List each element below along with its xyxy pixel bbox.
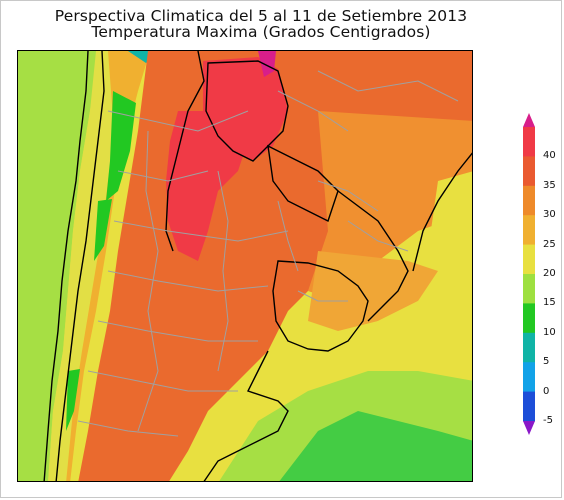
legend-color-segment: [523, 215, 535, 246]
east-orange-band: [308, 251, 438, 331]
legend-colorbar: [523, 113, 535, 435]
southeast-green-zone: [279, 411, 472, 481]
province-line: [77, 420, 179, 437]
province-line: [87, 370, 238, 392]
legend-color-segment: [523, 391, 535, 422]
map-canvas: [18, 51, 472, 481]
province-line: [347, 220, 409, 252]
legend-color-segment: [523, 274, 535, 304]
legend-color-segment: [523, 303, 535, 334]
legend-color-segment: [523, 332, 535, 363]
province-line: [107, 270, 269, 292]
legend-color-segment: [523, 127, 535, 157]
province-line: [107, 110, 249, 132]
andes-green-band-mid: [94, 199, 112, 261]
province-line: [97, 320, 258, 342]
province-line: [317, 180, 379, 212]
legend-tick-label: 25: [543, 238, 556, 250]
province-line: [297, 290, 348, 302]
west-orange-edge: [66, 51, 150, 481]
legend-tick-label: 5: [543, 356, 550, 368]
legend-color-segment: [523, 156, 535, 187]
legend-tick-label: 30: [543, 209, 556, 221]
andes-border-line: [55, 51, 105, 481]
map-subtitle: Temperatura Maxima (Grados Centigrados): [91, 23, 431, 41]
argentina-atlantic-coastline: [203, 350, 289, 481]
province-line: [277, 200, 299, 272]
legend-tick-label: 40: [543, 150, 556, 162]
legend-tick-label: 10: [543, 326, 556, 338]
legend-tick-label: 15: [543, 297, 556, 309]
legend-tick-label: 0: [543, 385, 550, 397]
color-legend: 40 35 30 25 20 15 10 5 0 -5: [521, 113, 557, 435]
province-line: [113, 220, 289, 242]
uruguay-outline: [272, 260, 369, 352]
province-line: [217, 170, 229, 372]
province-line: [137, 130, 159, 432]
province-boundaries: [77, 70, 459, 437]
map-title: Perspectiva Climatica del 5 al 11 de Set…: [54, 7, 468, 25]
legend-color-segment: [523, 362, 535, 393]
legend-color-segment: [523, 185, 535, 216]
misiones-outline: [267, 144, 339, 222]
brazil-border: [337, 190, 409, 322]
legend-tick-label: 35: [543, 179, 556, 191]
province-line: [117, 170, 209, 182]
andes-green-band-north: [106, 91, 136, 201]
legend-arrow-bottom: [523, 421, 535, 435]
province-line: [277, 90, 349, 132]
chile-west-coastline: [43, 51, 89, 481]
temperature-map: [17, 50, 473, 482]
brazil-coastline: [412, 152, 472, 272]
legend-color-segment: [523, 244, 535, 275]
legend-tick-label: -5: [543, 415, 553, 426]
legend-tick-label: 20: [543, 268, 556, 279]
andes-green-band-south: [66, 369, 80, 431]
red-hot-zone-west: [166, 111, 248, 261]
legend-arrow-top: [523, 113, 535, 127]
east-light-orange-zone: [308, 111, 472, 301]
province-line: [317, 70, 459, 102]
magenta-hotspot: [258, 51, 276, 77]
